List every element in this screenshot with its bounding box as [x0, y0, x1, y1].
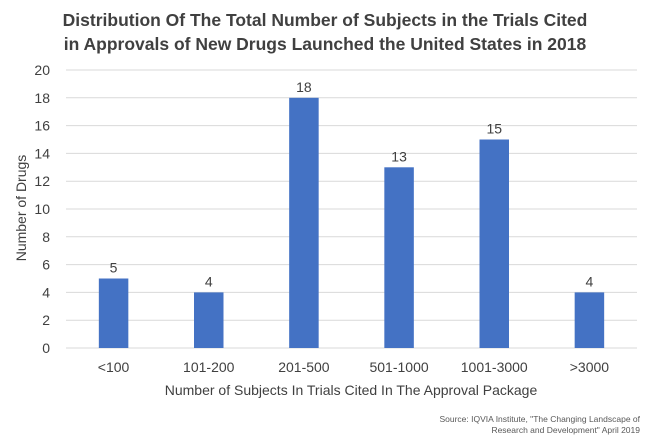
y-tick-label: 16: [34, 118, 50, 134]
x-tick-label: 201-500: [278, 359, 330, 375]
chart-title: Distribution Of The Total Number of Subj…: [0, 8, 650, 56]
source-note-line-2: Research and Development" April 2019: [491, 425, 640, 435]
chart-title-line-2: in Approvals of New Drugs Launched the U…: [63, 34, 587, 54]
bar: [193, 292, 224, 348]
y-tick-label: 8: [42, 229, 50, 245]
bar: [479, 139, 510, 348]
bars: [98, 97, 605, 348]
x-tick-label: >3000: [570, 359, 610, 375]
y-tick-labels: 0 2 4 6 8 10 12 14 16 18 20: [34, 62, 50, 356]
bar: [289, 97, 319, 348]
y-tick-label: 4: [42, 284, 50, 300]
y-axis-label: Number of Drugs: [13, 155, 29, 262]
source-note: Source: IQVIA Institute, "The Changing L…: [340, 414, 640, 436]
data-label: 15: [486, 121, 502, 137]
y-tick-label: 0: [42, 340, 50, 356]
data-label: 13: [391, 148, 407, 164]
y-tick-label: 12: [34, 173, 50, 189]
y-tick-label: 18: [34, 90, 50, 106]
data-label: 4: [586, 273, 594, 289]
data-label: 18: [296, 79, 312, 95]
x-tick-label: 1001-3000: [461, 359, 528, 375]
y-tick-label: 20: [34, 62, 50, 78]
data-label: 4: [205, 273, 213, 289]
gridlines: [66, 69, 637, 349]
y-tick-label: 10: [34, 201, 50, 217]
x-tick-labels: <100 101-200 201-500 501-1000 1001-3000 >3000: [98, 359, 609, 375]
bar: [384, 167, 414, 348]
y-tick-label: 2: [42, 312, 50, 328]
x-tick-label: 501-1000: [369, 359, 428, 375]
source-note-line-1: Source: IQVIA Institute, "The Changing L…: [439, 414, 640, 424]
x-tick-label: <100: [98, 359, 130, 375]
x-axis-label: Number of Subjects In Trials Cited In Th…: [165, 382, 538, 398]
x-tick-label: 101-200: [183, 359, 235, 375]
data-labels: 5 4 18 13 15 4: [110, 79, 594, 290]
bar: [574, 292, 605, 348]
data-label: 5: [110, 260, 118, 276]
chart-title-line-1: Distribution Of The Total Number of Subj…: [62, 10, 588, 30]
bar: [98, 278, 129, 348]
y-tick-label: 6: [42, 257, 50, 273]
y-tick-label: 14: [34, 145, 50, 161]
